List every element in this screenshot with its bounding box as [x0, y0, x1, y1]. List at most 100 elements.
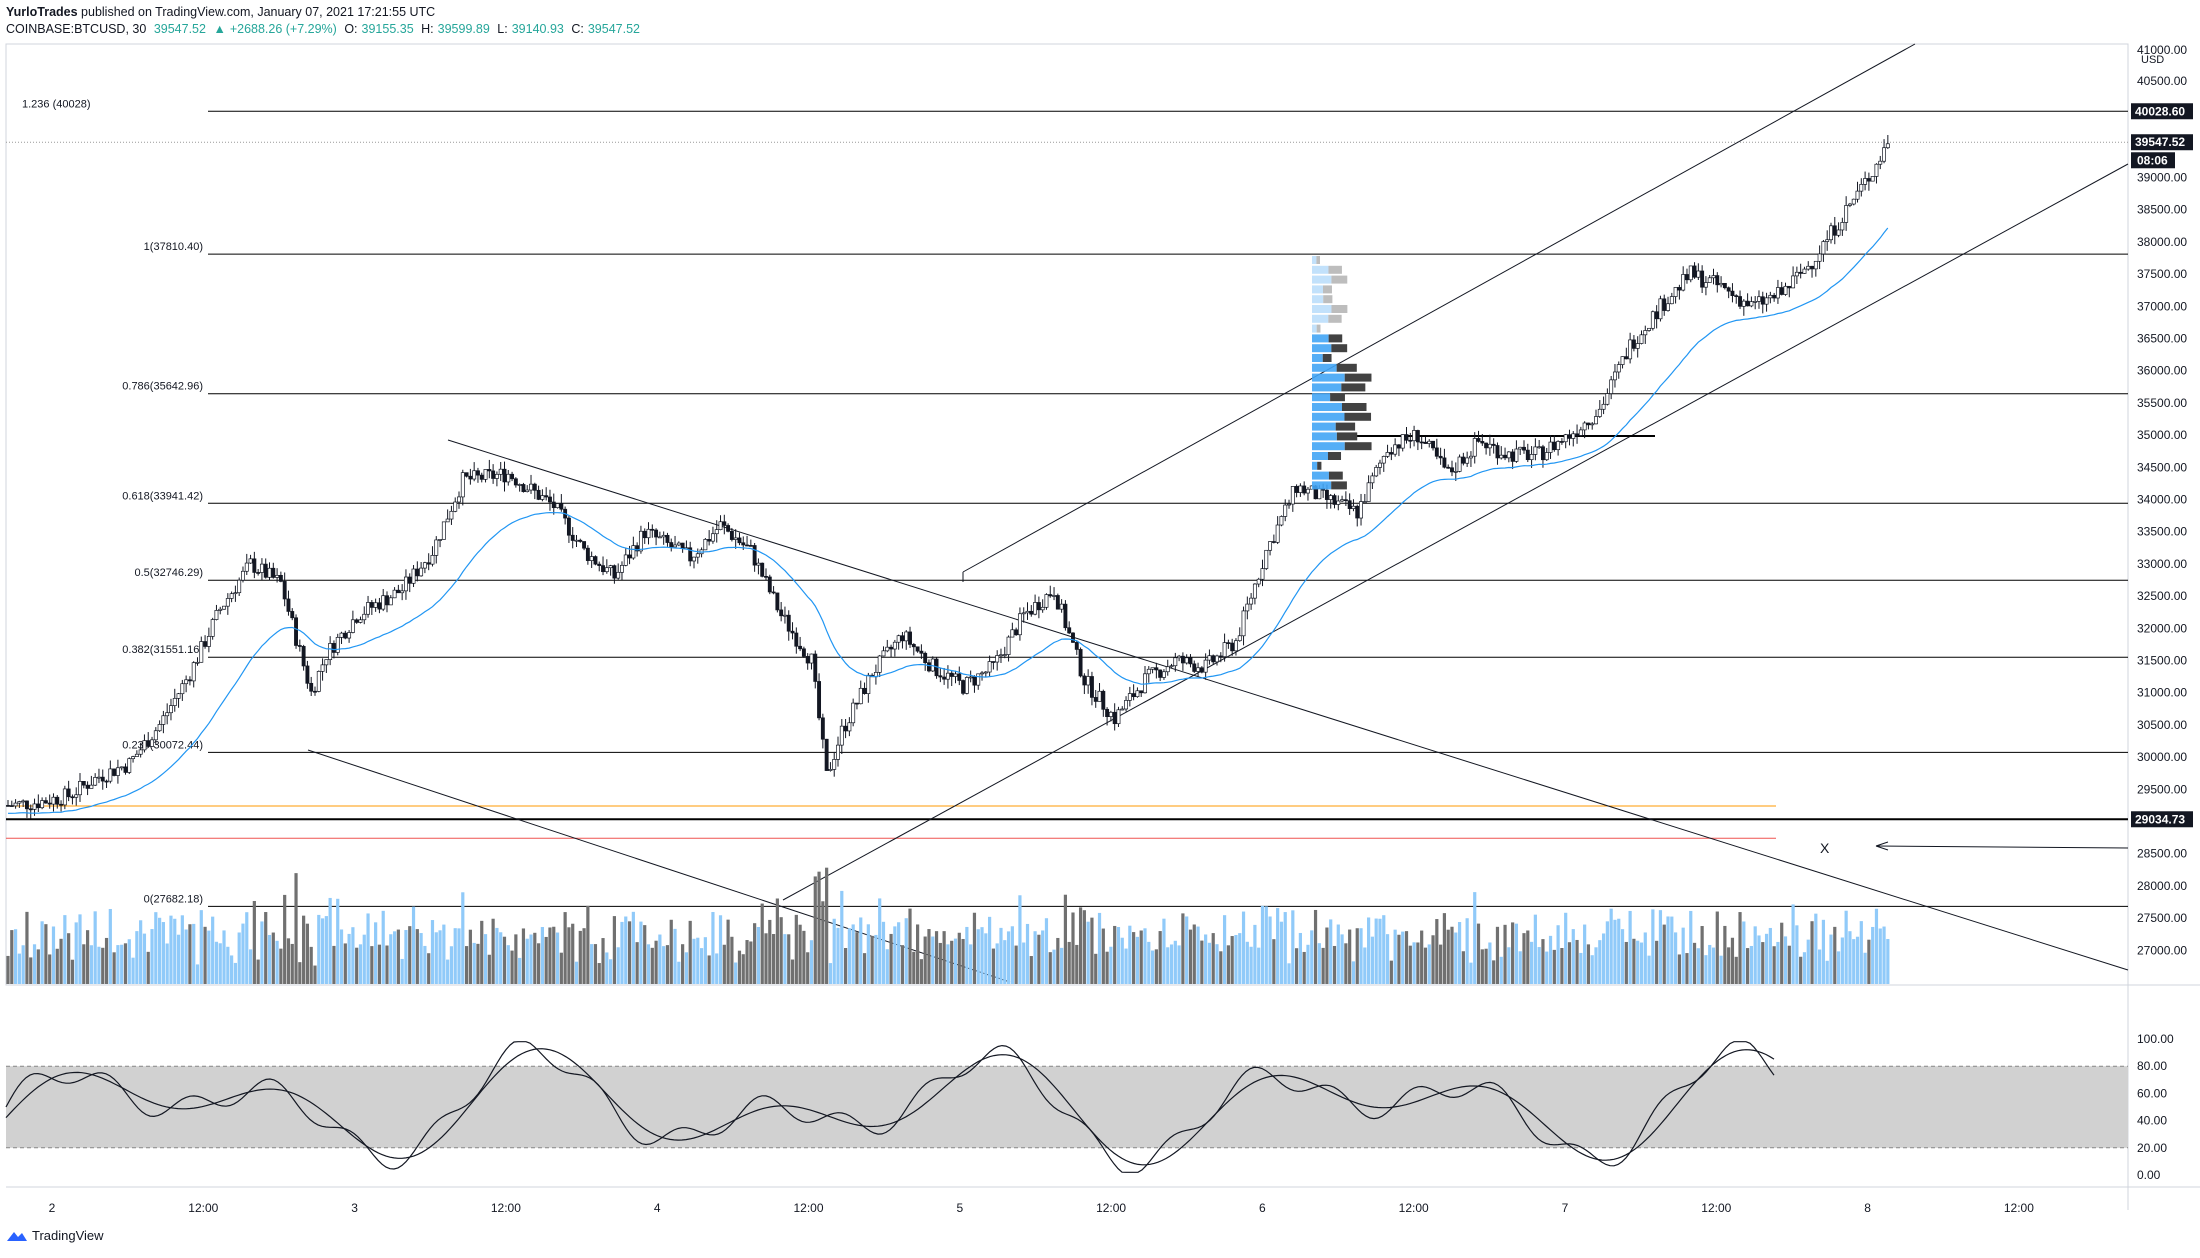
volume-bar — [1238, 933, 1242, 984]
volume-profile-bar — [1312, 403, 1342, 411]
candle-body — [381, 595, 386, 610]
candle-body — [627, 554, 632, 559]
candle-body — [1844, 205, 1849, 223]
volume-bar — [1708, 944, 1712, 984]
candle-body — [1010, 629, 1015, 638]
volume-profile-bar — [1327, 452, 1342, 460]
volume-bar — [1188, 929, 1193, 984]
volume-bar — [1711, 947, 1716, 984]
candle-body — [1014, 629, 1019, 636]
candle-body — [275, 574, 280, 578]
volume-profile-bar — [1323, 295, 1333, 304]
volume-bar — [1848, 931, 1852, 984]
volume-bar — [161, 922, 165, 984]
volume-bar — [1473, 892, 1477, 984]
candle-body — [1597, 408, 1602, 417]
volume-bar — [1370, 936, 1374, 984]
volume-profile-bar — [1312, 412, 1345, 421]
candle-body — [1279, 516, 1284, 526]
volume-bar — [760, 903, 764, 984]
volume-bar — [29, 957, 33, 984]
candle-body — [1317, 488, 1322, 500]
candle-body — [790, 630, 795, 634]
volume-bar — [1044, 918, 1049, 984]
candle-body — [1499, 454, 1504, 459]
candle-body — [938, 675, 943, 678]
volume-bar — [1169, 944, 1174, 984]
fib-label: 1(37810.40) — [144, 241, 203, 253]
candle-body — [1332, 495, 1337, 505]
candle-body — [1685, 274, 1689, 281]
time-tick: 8 — [1864, 1201, 1871, 1215]
volume-bar — [241, 923, 245, 984]
volume-bar — [1556, 925, 1560, 984]
candle-body — [335, 637, 340, 653]
volume-bar — [1696, 948, 1700, 984]
candle-body — [1810, 265, 1814, 270]
candle-body — [32, 803, 37, 810]
volume-bar — [1692, 942, 1697, 984]
volume-bar — [36, 949, 40, 984]
footer-brand[interactable]: TradingView — [32, 1228, 104, 1243]
candle-body — [453, 501, 458, 512]
candle-body — [1840, 222, 1845, 231]
candle-body — [809, 653, 814, 664]
volume-bar — [328, 897, 332, 984]
candle-body — [1203, 659, 1208, 673]
volume-bar — [453, 928, 457, 984]
price-tick: 37500.00 — [2137, 267, 2187, 281]
candle-body — [1590, 423, 1595, 426]
candle-body — [1745, 300, 1750, 307]
fib-label: 0.382(31551.16) — [122, 644, 203, 656]
volume-bar — [502, 936, 507, 984]
volume-bar — [1810, 921, 1814, 984]
volume-bar — [1060, 947, 1064, 984]
volume-bar — [1624, 941, 1628, 984]
candle-body — [1571, 433, 1576, 439]
volume-bar — [271, 932, 275, 984]
volume-bar — [756, 927, 761, 984]
candle-body — [1188, 657, 1193, 665]
candle-body — [855, 702, 859, 705]
volume-bar — [862, 953, 867, 984]
candle-body — [13, 802, 18, 807]
volume-bar — [1457, 922, 1462, 984]
volume-bar — [563, 912, 567, 984]
candle-body — [1135, 690, 1140, 698]
candle-body — [1594, 416, 1598, 425]
volume-bar — [684, 952, 689, 984]
volume-bar — [55, 948, 59, 984]
candle-body — [369, 602, 374, 608]
volume-bar — [1503, 924, 1507, 984]
candle-body — [741, 542, 746, 546]
candle-body — [1738, 296, 1742, 307]
volume-bar — [150, 929, 154, 984]
candle-body — [115, 767, 120, 776]
candle-body — [1177, 655, 1182, 659]
candle-body — [1226, 642, 1231, 644]
volume-bar — [1279, 921, 1284, 984]
candle-body — [1158, 669, 1163, 678]
volume-bar — [1878, 928, 1882, 984]
volume-profile-bar — [1312, 393, 1331, 402]
volume-bar — [355, 947, 359, 984]
candle-body — [559, 503, 564, 510]
volume-bar — [980, 927, 984, 984]
candle-body — [1700, 270, 1705, 288]
candle-body — [434, 539, 439, 556]
volume-bar — [574, 961, 579, 984]
volume-bar — [1185, 916, 1189, 984]
volume-bar — [1704, 955, 1708, 984]
candle-body — [415, 568, 420, 577]
volume-bar — [593, 944, 598, 984]
candle-body — [843, 725, 848, 732]
price-badge — [2131, 103, 2193, 120]
volume-bar — [1321, 947, 1325, 984]
volume-profile-bar — [1328, 334, 1343, 343]
author[interactable]: YurloTrades — [6, 5, 78, 19]
candle-body — [987, 661, 992, 673]
price-tick: 28500.00 — [2137, 847, 2187, 861]
volume-bar — [658, 934, 662, 984]
volume-bar — [1499, 956, 1503, 984]
